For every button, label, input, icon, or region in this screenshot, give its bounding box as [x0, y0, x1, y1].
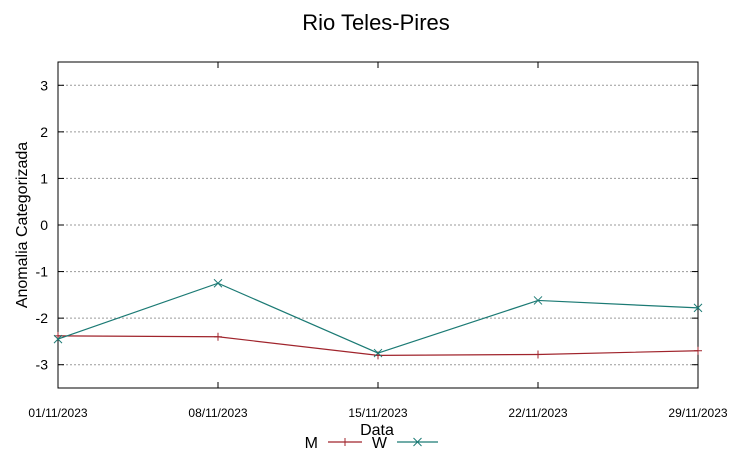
x-tick-label: 22/11/2023: [508, 406, 567, 420]
chart-title: Rio Teles-Pires: [302, 10, 450, 35]
x-tick-label: 29/11/2023: [668, 406, 727, 420]
legend-label-M: M: [305, 435, 318, 452]
series-M: [54, 331, 702, 360]
data-point-marker: [53, 334, 63, 344]
series-layer: [53, 278, 703, 360]
y-tick-label: 3: [40, 77, 48, 93]
y-tick-label: 1: [40, 170, 48, 186]
x-tick-label: 01/11/2023: [28, 406, 87, 420]
y-axis-ticks: 3 2 1 0 -1 -2 -3: [36, 77, 698, 373]
data-point-marker: [213, 278, 223, 288]
data-point-marker: [533, 296, 543, 305]
y-axis-label: Anomalia Categorizada: [14, 142, 31, 308]
gridlines: [58, 84, 698, 366]
x-tick-label: 08/11/2023: [188, 406, 247, 420]
y-tick-label: -3: [36, 357, 49, 373]
data-point-marker: [693, 303, 703, 313]
y-tick-label: 0: [40, 217, 48, 233]
x-axis-ticks: 01/11/2023 08/11/2023 15/11/2023 22/11/2023…: [28, 62, 728, 420]
y-tick-label: -1: [36, 264, 49, 280]
y-tick-label: -2: [36, 310, 49, 326]
y-tick-label: 2: [40, 124, 48, 140]
data-point-marker: [413, 437, 422, 447]
data-point-marker: [373, 348, 383, 358]
series-W: [53, 278, 703, 358]
x-tick-label: 15/11/2023: [348, 406, 407, 420]
legend-label-W: W: [372, 435, 388, 452]
x-axis-label: Data: [360, 422, 394, 439]
